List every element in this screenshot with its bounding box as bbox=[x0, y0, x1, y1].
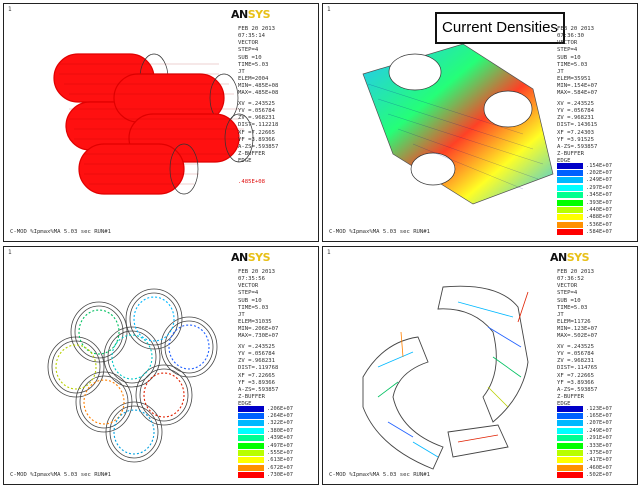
cylinder-bottom bbox=[78, 143, 199, 195]
color-legend: .123E+07 .165E+07 .207E+07 .249E+07 .291… bbox=[557, 405, 612, 479]
legend-row: .460E+07 bbox=[557, 464, 612, 471]
vector-plot-current-density-mesh bbox=[362, 43, 554, 205]
ansys-logo: ANSYS bbox=[230, 251, 271, 264]
plot-footer: C-MOD %Ipmax%MA 5.03 sec RUN#1 bbox=[329, 472, 431, 478]
legend-row: .291E+07 bbox=[557, 435, 612, 442]
window-index: 1 bbox=[8, 249, 12, 256]
legend-row: .730E+07 bbox=[238, 472, 293, 479]
legend-row: .333E+07 bbox=[557, 442, 612, 449]
legend-row: .584E+07 bbox=[557, 229, 612, 236]
color-legend: .206E+07 .264E+07 .322E+07 .380E+07 .439… bbox=[238, 405, 293, 479]
legend-row: .207E+07 bbox=[557, 420, 612, 427]
legend-row: .417E+07 bbox=[557, 457, 612, 464]
legend-row: .345E+07 bbox=[557, 192, 612, 199]
legend-row: .536E+07 bbox=[557, 221, 612, 228]
legend-row: .440E+07 bbox=[557, 206, 612, 214]
current-densities-title: Current Densities bbox=[435, 12, 565, 44]
color-legend: .154E+07 .202E+07 .249E+07 .297E+07 .345… bbox=[557, 162, 612, 236]
vector-plot-red-cylinders bbox=[53, 53, 254, 195]
legend-row: .613E+07 bbox=[238, 457, 293, 464]
legend-row: .249E+07 bbox=[557, 177, 612, 184]
legend-row: .154E+07 bbox=[557, 162, 612, 169]
window-index: 1 bbox=[327, 6, 331, 13]
legend-row: .202E+07 bbox=[557, 169, 612, 177]
edge-value: .485E+08 bbox=[238, 179, 265, 186]
ansys-logo: ANSYS bbox=[549, 251, 590, 264]
legend-row: .322E+07 bbox=[238, 420, 293, 427]
plot-footer: C-MOD %Ipmax%MA 5.03 sec RUN#1 bbox=[10, 229, 112, 235]
legend-row: .297E+07 bbox=[557, 184, 612, 191]
legend-row: .439E+07 bbox=[238, 435, 293, 442]
plot-footer: C-MOD %Ipmax%MA 5.03 sec RUN#1 bbox=[10, 472, 112, 478]
plot-info-block: FEB 20 2013 07:36:52 VECTOR STEP=4 SUB =10 TI… bbox=[557, 269, 598, 407]
ansys-logo: ANSYS bbox=[230, 8, 271, 21]
plot-info-block: FEB 20 2013 07:35:56 VECTOR STEP=4 SUB =10 TI… bbox=[238, 269, 279, 407]
legend-row: .497E+07 bbox=[238, 442, 293, 449]
legend-row: .380E+07 bbox=[238, 427, 293, 434]
plot-panel-3: 1 ANSYS FEB 20 2013 07:35:56 VECTOR STEP=4 S… bbox=[3, 246, 319, 485]
legend-row: .393E+07 bbox=[557, 199, 612, 206]
vector-plot-segment-shells bbox=[362, 285, 529, 470]
window-index: 1 bbox=[8, 6, 12, 13]
plot-info-block: FEB 20 2013 07:36:30 VECTOR STEP=4 SUB =10 TI… bbox=[557, 26, 598, 164]
window-index: 1 bbox=[327, 249, 331, 256]
legend-row: .249E+07 bbox=[557, 427, 612, 434]
plot-info-block: FEB 20 2013 07:35:14 VECTOR STEP=4 SUB =10 TI… bbox=[238, 26, 279, 186]
plot-footer: C-MOD %Ipmax%MA 5.03 sec RUN#1 bbox=[329, 229, 431, 235]
legend-row: .375E+07 bbox=[557, 449, 612, 457]
legend-row: .488E+07 bbox=[557, 214, 612, 221]
legend-row: .206E+07 bbox=[238, 405, 293, 412]
plot-panel-2: 1 Current Densities FEB 20 2013 07:3 bbox=[322, 3, 638, 242]
vector-plot-ring-array bbox=[47, 288, 218, 463]
legend-row: .502E+07 bbox=[557, 472, 612, 479]
legend-row: .672E+07 bbox=[238, 464, 293, 471]
legend-row: .555E+07 bbox=[238, 449, 293, 457]
legend-row: .264E+07 bbox=[238, 412, 293, 420]
plot-panel-1: 1 ANSYS bbox=[3, 3, 319, 242]
legend-row: .165E+07 bbox=[557, 412, 612, 420]
legend-row: .123E+07 bbox=[557, 405, 612, 412]
plot-panel-4: 1 ANSYS FEB 20 2013 07:36:52 VECTOR STEP=4 S… bbox=[322, 246, 638, 485]
